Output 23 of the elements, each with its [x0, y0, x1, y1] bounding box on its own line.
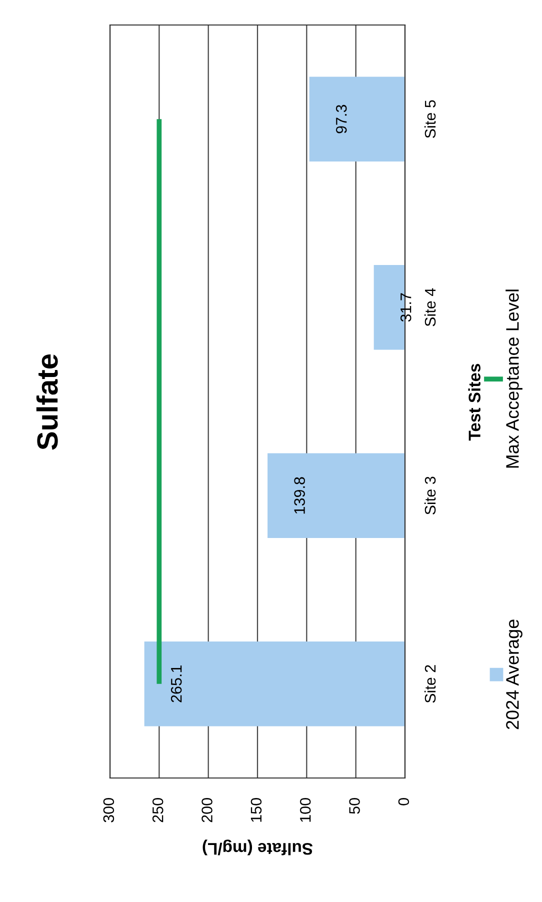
x-tick-label: 50	[349, 798, 360, 814]
data-label: 31.7	[400, 293, 412, 322]
y-tick-label: Site 4	[424, 288, 436, 326]
legend-label: Max Acceptance Level	[506, 290, 522, 468]
y-tick-label: Site 5	[424, 100, 436, 138]
x-tick-label: 250	[152, 798, 164, 822]
x-tick-label: 200	[202, 798, 212, 822]
x-tick-label: 0	[398, 798, 410, 806]
data-label: 265.1	[170, 666, 182, 702]
text: Sulfate	[36, 354, 58, 450]
bar	[144, 642, 405, 726]
x-axis-title: Sulfate (mg/L)	[202, 840, 313, 856]
y-axis-title: Test Sites	[468, 364, 480, 441]
bar	[268, 453, 405, 538]
x-tick-label: 100	[300, 798, 311, 822]
x-tick-label: 150	[250, 798, 262, 822]
data-label: 139.8	[294, 477, 305, 514]
data-label: 97.3	[336, 104, 347, 134]
bar	[309, 76, 405, 162]
y-tick-label: Site 2	[424, 665, 436, 703]
y-tick-label: Site 3	[424, 476, 436, 514]
x-tick-label: 300	[103, 798, 114, 822]
legend-label: 2024 Average	[506, 620, 522, 730]
